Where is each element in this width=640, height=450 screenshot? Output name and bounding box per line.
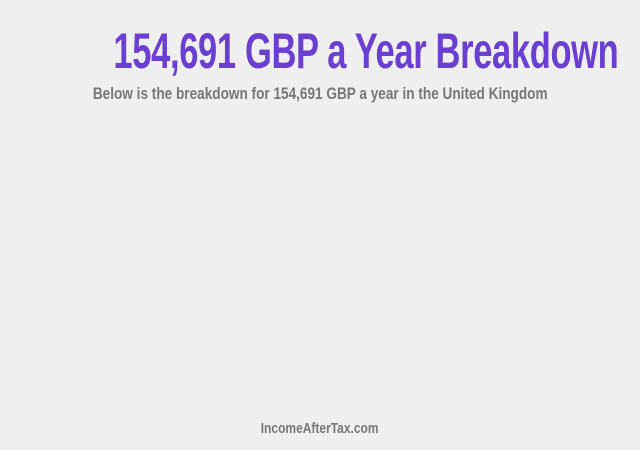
- footer: IncomeAfterTax.com: [0, 420, 640, 438]
- page-title-container: 154,691 GBP a Year Breakdown: [0, 22, 640, 80]
- page-subtitle: Below is the breakdown for 154,691 GBP a…: [92, 84, 548, 103]
- page-subtitle-container: Below is the breakdown for 154,691 GBP a…: [0, 84, 640, 104]
- site-name: IncomeAfterTax.com: [261, 420, 379, 437]
- page-title: 154,691 GBP a Year Breakdown: [113, 23, 619, 79]
